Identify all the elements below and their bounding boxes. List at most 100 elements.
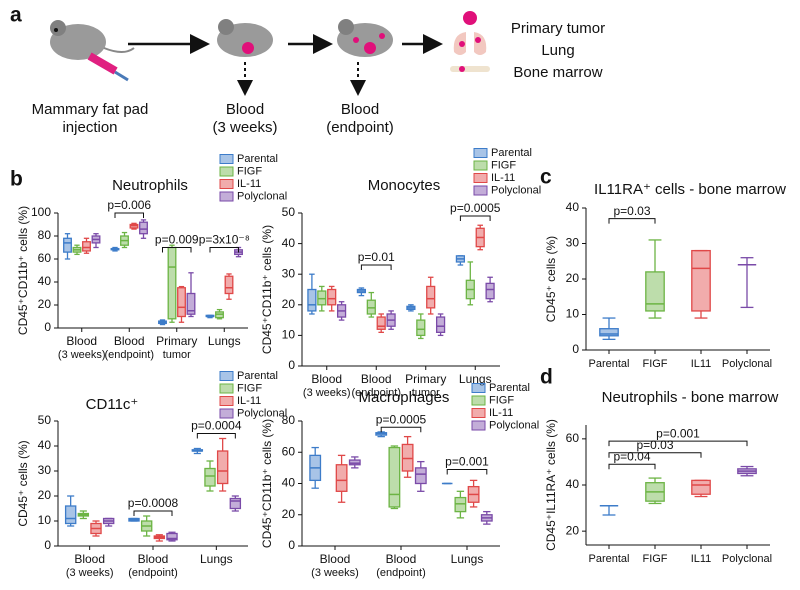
significance-bracket <box>162 247 192 253</box>
x-tick-label: (3 weeks) <box>58 349 106 361</box>
legend-label: Polyclonal <box>489 419 539 431</box>
step-label: Blood <box>226 101 264 118</box>
box <box>366 299 376 315</box>
box <box>691 249 711 312</box>
mouse-icon <box>217 19 273 57</box>
significance-bracket <box>209 247 239 253</box>
box <box>216 450 229 485</box>
box <box>416 319 426 337</box>
chart-title: IL11RA⁺ cells - bone marrow <box>594 181 786 198</box>
legend-swatch <box>471 383 486 393</box>
p-value: p=3x10⁻⁸ <box>199 233 250 247</box>
x-tick-label: (endpoint) <box>104 349 154 361</box>
significance-bracket <box>114 212 144 218</box>
box <box>435 316 446 333</box>
y-axis-label: CD45⁺ cells (%) <box>544 236 558 322</box>
box <box>307 288 317 312</box>
box <box>645 271 665 312</box>
legend-label: IL-11 <box>237 178 261 190</box>
x-tick-label: Blood <box>361 372 392 386</box>
y-tick-label: 0 <box>44 320 51 334</box>
legend-swatch <box>473 173 488 183</box>
y-tick-label: 10 <box>566 307 580 321</box>
box <box>229 497 242 510</box>
legend-swatch <box>473 160 488 171</box>
legend-swatch <box>219 383 234 394</box>
legend-label: Parental <box>489 382 530 394</box>
panel-label: c <box>540 166 552 189</box>
organ-label: Primary tumor <box>511 20 605 37</box>
step-label: Mammary fat pad <box>32 101 149 118</box>
box <box>64 505 77 525</box>
x-tick-label: Parental <box>589 553 630 565</box>
y-tick-label: 0 <box>288 358 295 372</box>
y-tick-label: 0 <box>288 538 295 552</box>
box <box>401 443 414 472</box>
significance-bracket <box>608 218 656 224</box>
y-tick-label: 100 <box>31 205 51 219</box>
legend-swatch <box>471 408 486 418</box>
p-value: p=0.0005 <box>376 412 427 426</box>
y-tick-label: 40 <box>282 476 296 490</box>
x-tick-label: Lungs <box>451 552 484 566</box>
legend-label: Parental <box>237 153 278 165</box>
legend-label: Polyclonal <box>491 184 541 196</box>
box <box>327 288 337 306</box>
p-value: p=0.006 <box>107 198 151 212</box>
significance-bracket <box>608 452 702 458</box>
y-tick-label: 80 <box>282 413 296 427</box>
box <box>167 246 177 320</box>
legend-swatch <box>219 166 234 177</box>
box <box>414 467 427 485</box>
significance-bracket <box>196 433 236 439</box>
legend-swatch <box>471 395 486 406</box>
y-tick-label: 60 <box>282 444 296 458</box>
significance-bracket <box>133 510 173 516</box>
y-tick-label: 20 <box>38 297 52 311</box>
panel-label: a <box>10 4 22 27</box>
x-tick-label: Primary <box>405 372 446 386</box>
significance-bracket <box>446 468 488 475</box>
x-tick-label: FIGF <box>642 553 667 565</box>
legend-label: FIGF <box>237 165 262 177</box>
legend-label: Parental <box>237 370 278 382</box>
legend-label: FIGF <box>237 382 262 394</box>
x-tick-label: Lungs <box>208 334 241 348</box>
chart-title: Monocytes <box>368 177 441 194</box>
x-tick-label: Blood <box>311 372 342 386</box>
y-tick-label: 0 <box>44 538 51 552</box>
step-label: injection <box>62 119 117 136</box>
y-tick-label: 30 <box>282 266 296 280</box>
chart-title: Neutrophils - bone marrow <box>602 389 779 406</box>
box <box>691 479 711 495</box>
legend-label: IL-11 <box>489 407 513 419</box>
legend-swatch <box>471 420 486 431</box>
box <box>348 459 361 466</box>
box <box>317 290 327 306</box>
p-value: p=0.03 <box>613 204 650 218</box>
significance-bracket <box>380 426 422 433</box>
x-tick-label: (endpoint) <box>128 567 178 579</box>
y-tick-label: 20 <box>38 488 52 502</box>
y-tick-label: 30 <box>38 463 52 477</box>
box <box>376 316 386 330</box>
y-axis-label: CD45⁺CD11b⁺ cells (%) <box>16 206 30 335</box>
box <box>82 241 91 252</box>
x-tick-label: Polyclonal <box>722 358 772 370</box>
x-tick-label: Blood <box>386 552 417 566</box>
x-tick-label: FIGF <box>642 358 667 370</box>
box <box>335 464 348 492</box>
box <box>454 496 467 513</box>
y-tick-label: 0 <box>572 342 579 356</box>
p-value: p=0.0005 <box>450 201 501 215</box>
box <box>177 287 186 318</box>
legend-label: Polyclonal <box>237 190 287 202</box>
chart-title: Macrophages <box>359 389 450 406</box>
y-tick-label: 40 <box>566 477 580 491</box>
y-tick-label: 10 <box>38 513 52 527</box>
y-axis-label: CD45⁺IL11RA⁺ cells (%) <box>544 419 558 551</box>
y-tick-label: 60 <box>566 431 580 445</box>
x-tick-label: Blood <box>138 552 169 566</box>
legend-swatch <box>473 148 488 158</box>
